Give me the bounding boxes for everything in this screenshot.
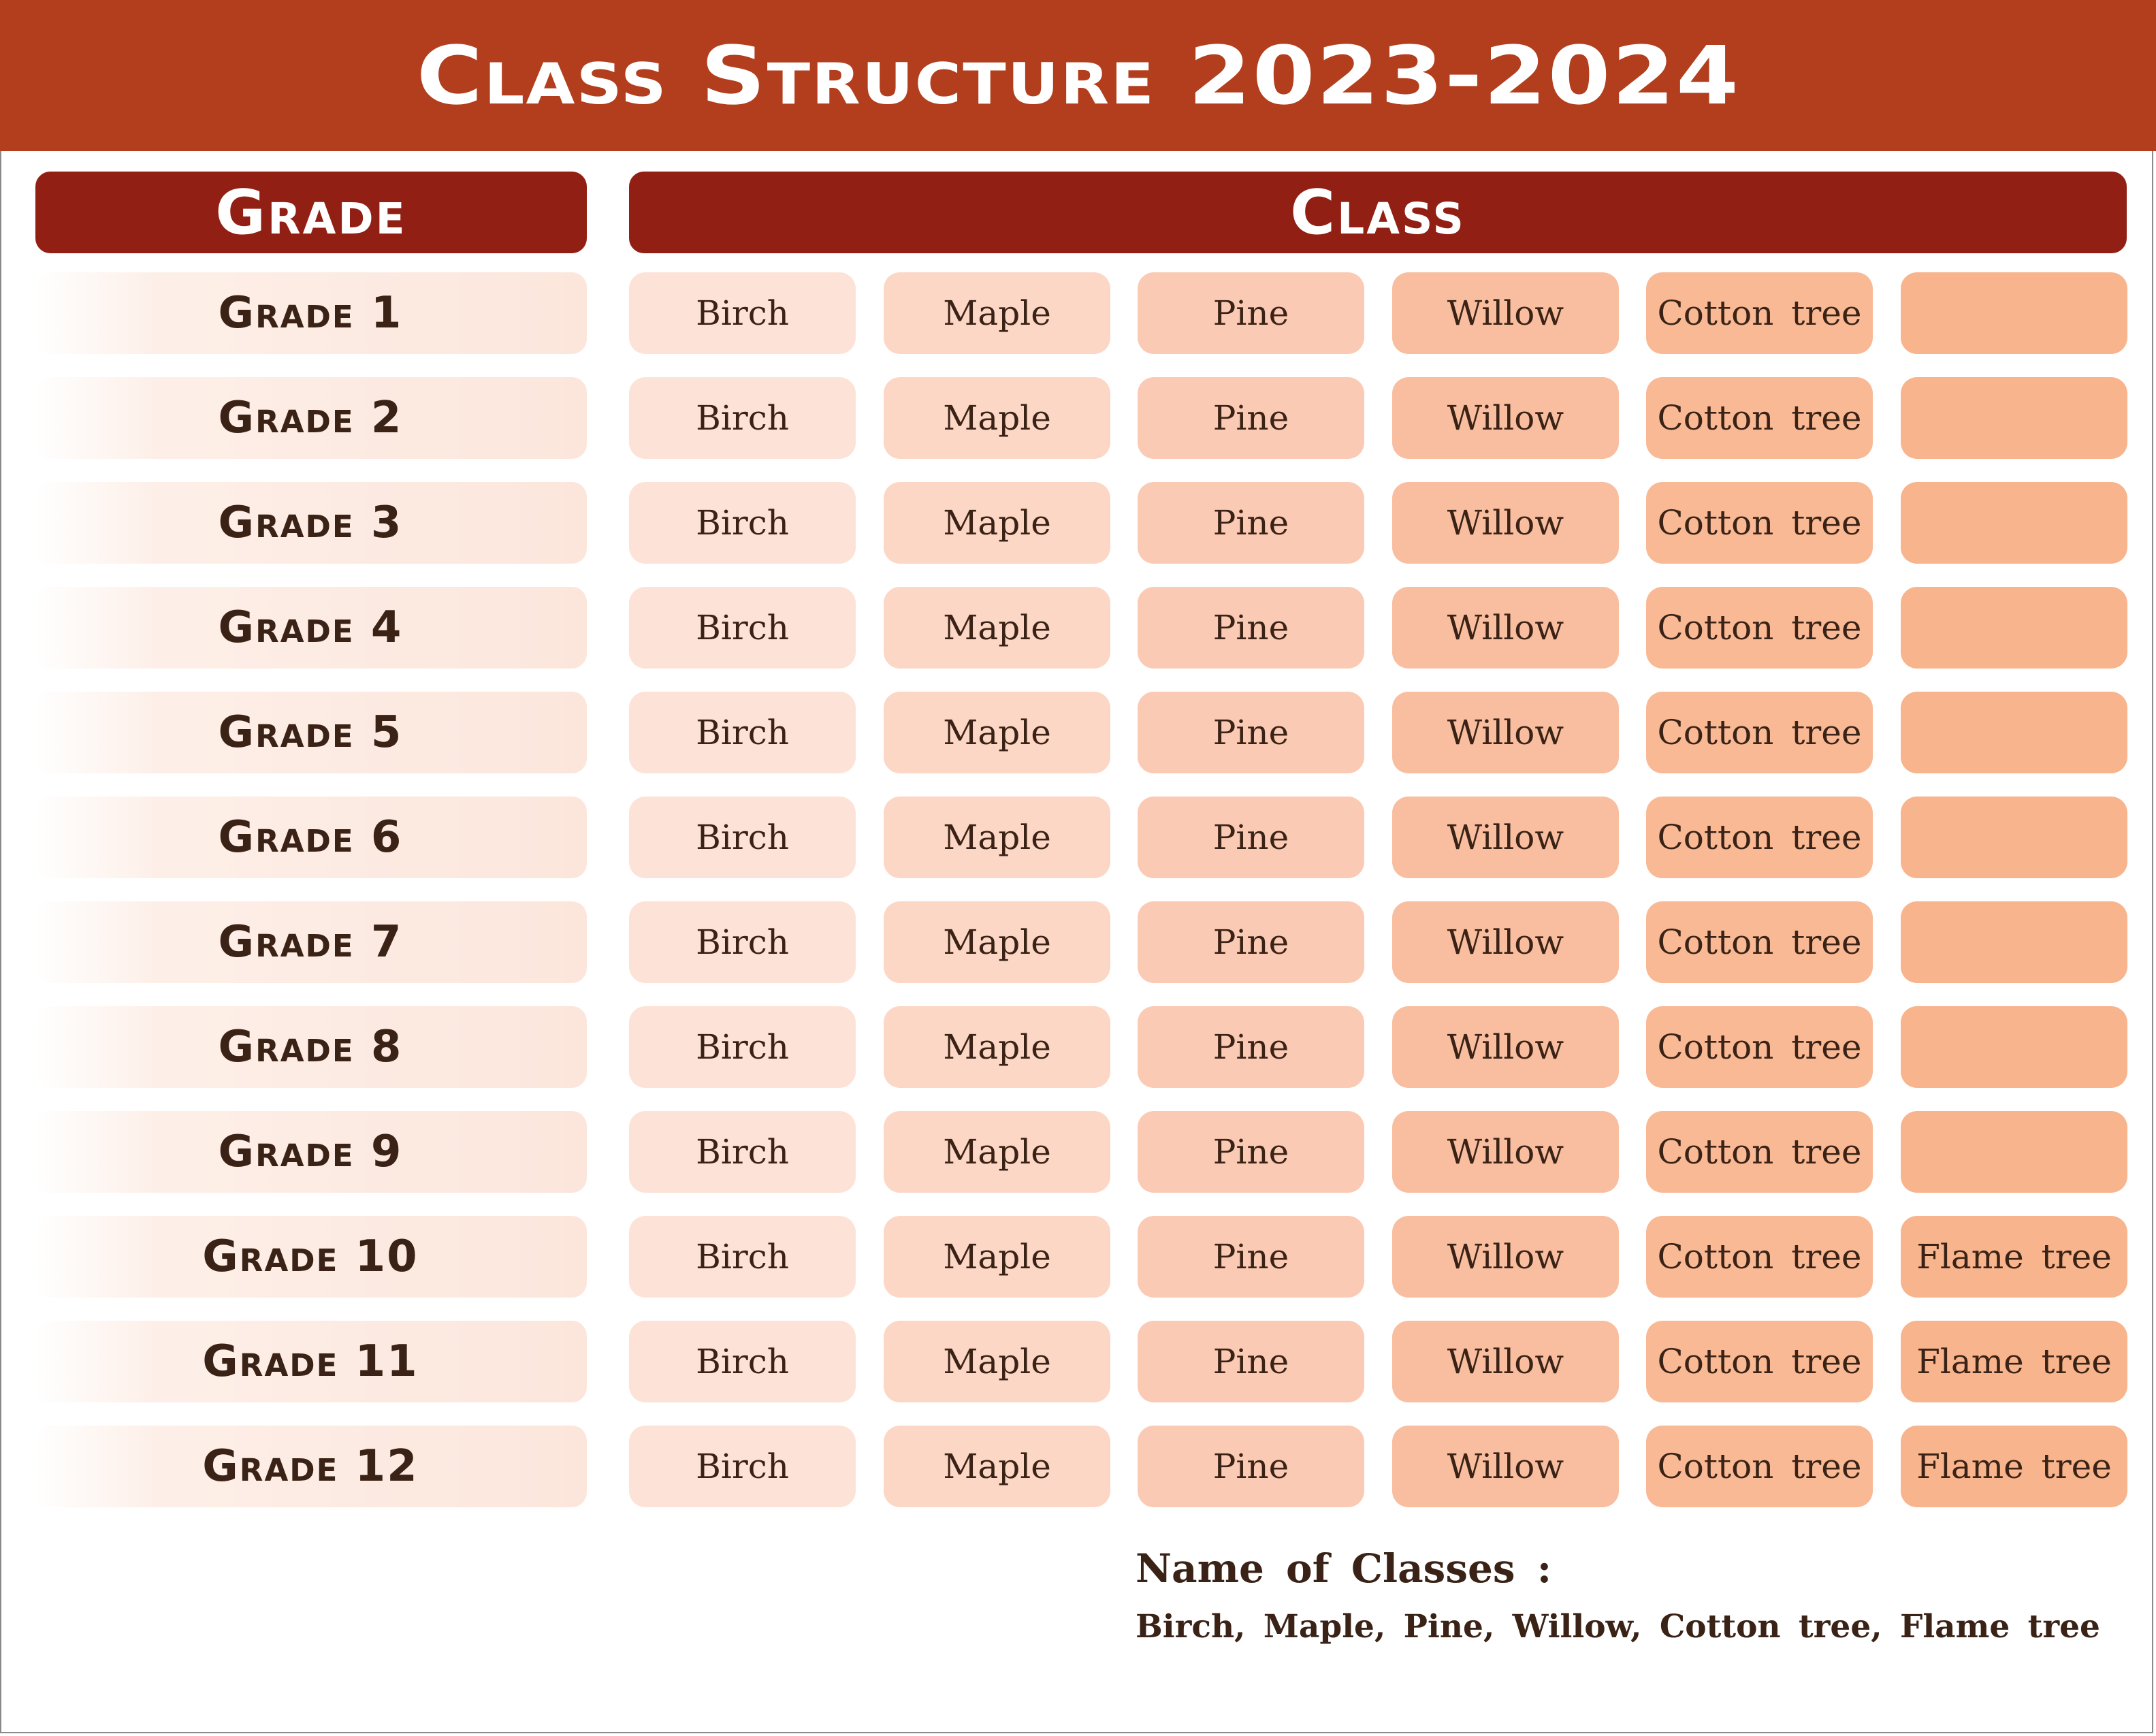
class-cell: Maple <box>884 692 1110 773</box>
class-cell: Pine <box>1138 797 1364 878</box>
class-cell: Cotton tree <box>1646 1216 1873 1298</box>
class-cell: Birch <box>629 692 856 773</box>
grade-label: Grade 5 <box>34 692 587 773</box>
class-cell: Birch <box>629 797 856 878</box>
class-cell: Cotton tree <box>1646 797 1873 878</box>
class-cell: Pine <box>1138 1111 1364 1193</box>
class-cell: Willow <box>1392 1111 1619 1193</box>
class-cell: Cotton tree <box>1646 587 1873 669</box>
grade-label: Grade 10 <box>34 1216 587 1298</box>
class-cell: Birch <box>629 1216 856 1298</box>
class-cell: Maple <box>884 1321 1110 1402</box>
class-cell <box>1901 1111 2127 1193</box>
grade-label: Grade 1 <box>34 272 587 354</box>
class-cell: Pine <box>1138 1321 1364 1402</box>
class-cell: Maple <box>884 377 1110 459</box>
class-cell <box>1901 377 2127 459</box>
class-cell: Flame tree <box>1901 1426 2127 1507</box>
class-cell <box>1901 272 2127 354</box>
grade-label: Grade 4 <box>34 587 587 669</box>
class-cell: Cotton tree <box>1646 272 1873 354</box>
class-cell: Willow <box>1392 1216 1619 1298</box>
class-cell: Willow <box>1392 797 1619 878</box>
footer-class-list: Birch, Maple, Pine, Willow, Cotton tree,… <box>1136 1608 2100 1645</box>
class-cell: Willow <box>1392 587 1619 669</box>
grade-label: Grade 7 <box>34 901 587 983</box>
class-cell: Pine <box>1138 1216 1364 1298</box>
class-cell: Cotton tree <box>1646 1006 1873 1088</box>
class-cell: Birch <box>629 272 856 354</box>
class-cell: Willow <box>1392 1321 1619 1402</box>
class-cell: Willow <box>1392 901 1619 983</box>
class-cell: Cotton tree <box>1646 1321 1873 1402</box>
class-cell: Birch <box>629 587 856 669</box>
page-title: Class Structure 2023-2024 <box>416 29 1740 123</box>
class-cell: Flame tree <box>1901 1216 2127 1298</box>
class-cell: Birch <box>629 482 856 564</box>
footer-heading: Name of Classes : <box>1136 1545 1552 1592</box>
class-cell <box>1901 1006 2127 1088</box>
class-cell <box>1901 692 2127 773</box>
grade-label: Grade 2 <box>34 377 587 459</box>
class-column-header: Class <box>629 172 2127 253</box>
class-cell <box>1901 587 2127 669</box>
class-cell: Cotton tree <box>1646 482 1873 564</box>
class-cell: Maple <box>884 482 1110 564</box>
class-cell: Maple <box>884 901 1110 983</box>
grade-column-header: Grade <box>35 172 587 253</box>
class-cell: Birch <box>629 1006 856 1088</box>
class-cell: Cotton tree <box>1646 377 1873 459</box>
class-cell: Flame tree <box>1901 1321 2127 1402</box>
class-cell: Maple <box>884 1216 1110 1298</box>
class-cell: Cotton tree <box>1646 1111 1873 1193</box>
class-cell: Maple <box>884 797 1110 878</box>
grade-label: Grade 9 <box>34 1111 587 1193</box>
class-cell: Pine <box>1138 692 1364 773</box>
class-cell <box>1901 797 2127 878</box>
class-cell: Birch <box>629 377 856 459</box>
class-cell: Birch <box>629 1426 856 1507</box>
class-cell: Cotton tree <box>1646 901 1873 983</box>
class-cell <box>1901 901 2127 983</box>
class-cell: Pine <box>1138 482 1364 564</box>
class-cell: Cotton tree <box>1646 1426 1873 1507</box>
class-cell: Pine <box>1138 1426 1364 1507</box>
class-cell: Birch <box>629 1111 856 1193</box>
class-cell: Pine <box>1138 377 1364 459</box>
class-cell: Willow <box>1392 1426 1619 1507</box>
class-cell <box>1901 482 2127 564</box>
class-cell: Maple <box>884 1426 1110 1507</box>
class-cell: Willow <box>1392 377 1619 459</box>
grade-label: Grade 11 <box>34 1321 587 1402</box>
grade-label: Grade 12 <box>34 1426 587 1507</box>
grade-label: Grade 3 <box>34 482 587 564</box>
title-bar: Class Structure 2023-2024 <box>0 0 2156 151</box>
class-cell: Maple <box>884 1006 1110 1088</box>
class-cell: Cotton tree <box>1646 692 1873 773</box>
grade-label: Grade 6 <box>34 797 587 878</box>
class-cell: Maple <box>884 1111 1110 1193</box>
class-cell: Pine <box>1138 587 1364 669</box>
grade-label: Grade 8 <box>34 1006 587 1088</box>
class-cell: Maple <box>884 272 1110 354</box>
class-cell: Maple <box>884 587 1110 669</box>
class-cell: Willow <box>1392 482 1619 564</box>
class-cell: Pine <box>1138 1006 1364 1088</box>
class-cell: Willow <box>1392 1006 1619 1088</box>
class-cell: Pine <box>1138 272 1364 354</box>
class-cell: Willow <box>1392 692 1619 773</box>
class-cell: Pine <box>1138 901 1364 983</box>
class-cell: Birch <box>629 1321 856 1402</box>
class-cell: Willow <box>1392 272 1619 354</box>
class-cell: Birch <box>629 901 856 983</box>
